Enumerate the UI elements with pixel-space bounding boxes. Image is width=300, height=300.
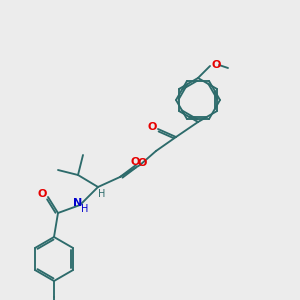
Text: N: N (74, 198, 82, 208)
Text: O: O (211, 60, 221, 70)
Text: O: O (147, 122, 157, 132)
Text: O: O (130, 157, 140, 167)
Text: H: H (81, 204, 89, 214)
Text: H: H (98, 189, 106, 199)
Text: O: O (137, 158, 147, 168)
Text: O: O (37, 189, 47, 199)
